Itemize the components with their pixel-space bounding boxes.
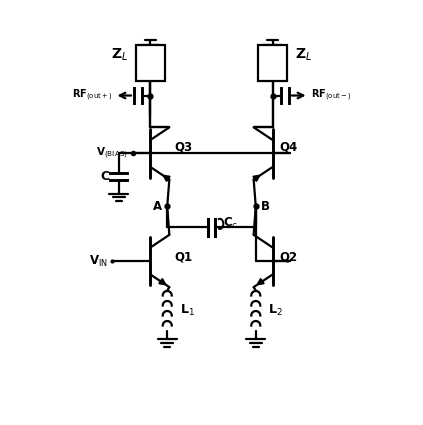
Text: C: C — [101, 170, 110, 183]
Text: Q3: Q3 — [175, 141, 193, 154]
Text: Z$_L$: Z$_L$ — [294, 47, 312, 63]
Text: V$_{\mathsf{(BIAS)}}$: V$_{\mathsf{(BIAS)}}$ — [96, 146, 128, 161]
Text: Z$_L$: Z$_L$ — [111, 47, 129, 63]
Text: L$_1$: L$_1$ — [180, 303, 195, 318]
Text: RF$_{\mathsf{(out+)}}$: RF$_{\mathsf{(out+)}}$ — [72, 88, 113, 103]
Text: B: B — [261, 200, 270, 212]
Text: C$_c$: C$_c$ — [223, 216, 239, 232]
Text: Q2: Q2 — [279, 250, 297, 263]
Text: Q1: Q1 — [175, 250, 193, 263]
Text: V$_{\mathsf{IN}}$: V$_{\mathsf{IN}}$ — [89, 253, 108, 269]
Bar — [136, 45, 165, 81]
Text: L$_2$: L$_2$ — [269, 303, 283, 318]
Text: RF$_{\mathsf{(out-)}}$: RF$_{\mathsf{(out-)}}$ — [310, 88, 351, 103]
Text: A: A — [153, 200, 162, 212]
Bar — [258, 45, 287, 81]
Text: Q4: Q4 — [279, 141, 297, 154]
